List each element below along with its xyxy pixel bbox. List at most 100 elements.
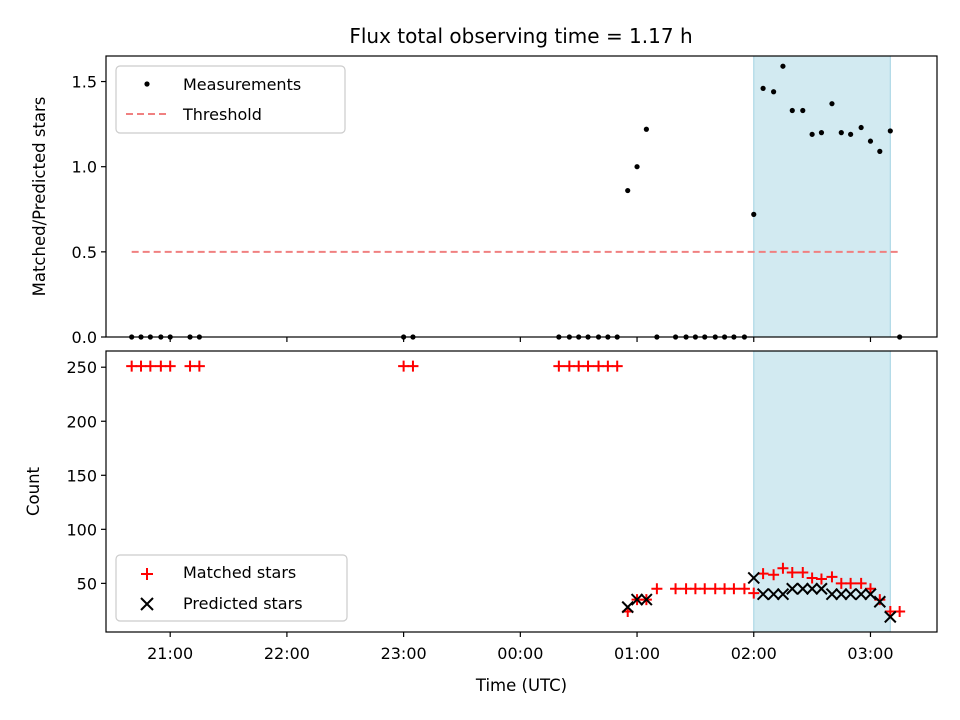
matched-star-point: [563, 360, 575, 372]
matched-star-point: [768, 569, 780, 581]
legend-measurements-label: Measurements: [183, 75, 301, 94]
bottom-y-tick-label: 250: [66, 358, 97, 377]
matched-star-point: [573, 360, 585, 372]
predicted-star-point: [767, 587, 780, 601]
predicted-star-point: [747, 571, 760, 585]
matched-star-point: [593, 360, 605, 372]
bottom-y-tick-label: 50: [77, 574, 97, 593]
legend-predicted-label: Predicted stars: [183, 594, 303, 613]
matched-star-point: [602, 360, 614, 372]
bottom-y-axis-label: Count: [24, 466, 43, 516]
top-axes-frame: [105, 55, 938, 338]
chart-title: Flux total observing time = 1.17 h: [349, 24, 692, 48]
predicted-star-point: [796, 582, 809, 595]
bottom-y-tick-label: 150: [66, 466, 97, 485]
predicted-star-point: [756, 587, 770, 601]
matched-star-point: [651, 583, 663, 595]
measurement-point: [800, 107, 806, 114]
matched-star-point: [680, 583, 692, 595]
matched-star-point: [193, 360, 205, 372]
matched-star-point: [582, 360, 594, 372]
highlight-span: [753, 56, 891, 337]
measurement-point: [858, 124, 864, 131]
measurement-point: [838, 130, 844, 136]
x-tick-label: 01:00: [614, 644, 660, 663]
legend-predicted-marker: [140, 597, 154, 611]
matched-star-point: [407, 360, 419, 372]
bottom-highlight-span-layer: [753, 351, 891, 632]
matched-star-point: [777, 562, 789, 574]
predicted-star-point: [805, 582, 819, 595]
measurement-point: [780, 63, 786, 69]
measurement-point: [877, 148, 883, 154]
predicted-star-point: [884, 610, 897, 624]
predicted-star-point: [640, 593, 653, 606]
matched-star-point: [855, 577, 867, 589]
matched-star-point: [874, 594, 886, 606]
matched-star-point: [815, 573, 827, 585]
matched-star-point: [748, 587, 760, 599]
measurement-point: [887, 128, 893, 134]
measurement-point: [634, 164, 640, 170]
matched-star-point: [699, 583, 711, 595]
predicted-star-point: [825, 587, 839, 601]
matched-star-point: [670, 583, 682, 595]
measurement-point: [771, 89, 777, 95]
matched-star-point: [797, 567, 809, 579]
x-tick-label: 23:00: [381, 644, 427, 663]
predicted-star-point: [835, 587, 848, 601]
x-axis-label: Time (UTC): [475, 676, 567, 695]
matched-star-point: [786, 567, 798, 579]
measurement-point: [789, 107, 795, 114]
top-y-axis-label: Matched/Predicted stars: [30, 97, 49, 297]
x-tick-label: 22:00: [264, 644, 310, 663]
predicted-star-point: [844, 587, 857, 601]
matched-star-point: [135, 360, 147, 372]
matched-star-point: [835, 577, 847, 589]
measurement-point: [760, 85, 766, 91]
matched-star-point: [164, 360, 176, 372]
matched-star-point: [738, 583, 750, 595]
x-tick-label: 21:00: [147, 644, 193, 663]
matched-star-point: [689, 583, 701, 595]
top-y-tick-label: 0.0: [72, 328, 97, 347]
bottom-legend: Matched stars Predicted stars: [115, 554, 348, 622]
matched-star-point: [719, 583, 731, 595]
legend-threshold-label: Threshold: [182, 105, 262, 124]
predicted-star-point: [776, 587, 790, 601]
predicted-star-point: [864, 587, 877, 601]
top-y-tick-label: 0.5: [72, 243, 97, 262]
measurement-point: [818, 130, 825, 136]
predicted-star-point: [786, 582, 799, 595]
matched-star-point: [709, 583, 721, 595]
measurement-point: [625, 187, 631, 194]
predicted-star-point: [621, 600, 634, 614]
matched-star-point: [806, 572, 818, 584]
bottom-y-tick-label: 100: [66, 520, 97, 539]
matched-star-point: [144, 360, 156, 372]
predicted-star-point: [815, 582, 828, 595]
bottom-axis-ticks: 50 100 150 200 250 21:00 22:00 23:00 00:00 01:00 0…: [66, 358, 893, 663]
legend-matched-label: Matched stars: [183, 563, 296, 582]
x-tick-label: 03:00: [847, 644, 893, 663]
matched-star-point: [894, 605, 906, 617]
top-panel: 0.0 0.5 1.0 1.5 Matched/Predicted stars Mea…: [30, 55, 938, 347]
measurement-point: [848, 131, 854, 137]
matched-star-point: [126, 360, 138, 372]
measurement-point: [809, 131, 815, 137]
bottom-axes-frame: [105, 350, 938, 633]
matched-star-point: [728, 583, 740, 595]
measurement-point: [867, 138, 874, 144]
top-y-tick-label: 1.5: [72, 73, 97, 92]
top-highlight-span-layer: [753, 56, 891, 337]
predicted-star-point: [854, 587, 868, 601]
top-y-tick-label: 1.0: [72, 158, 97, 177]
matched-star-point: [826, 571, 838, 583]
matched-star-point: [553, 360, 565, 372]
matched-star-point: [845, 577, 857, 589]
matched-star-point: [155, 360, 167, 372]
x-tick-label: 02:00: [731, 644, 777, 663]
predicted-stars-layer: [621, 571, 897, 624]
bottom-y-tick-label: 200: [66, 412, 97, 431]
